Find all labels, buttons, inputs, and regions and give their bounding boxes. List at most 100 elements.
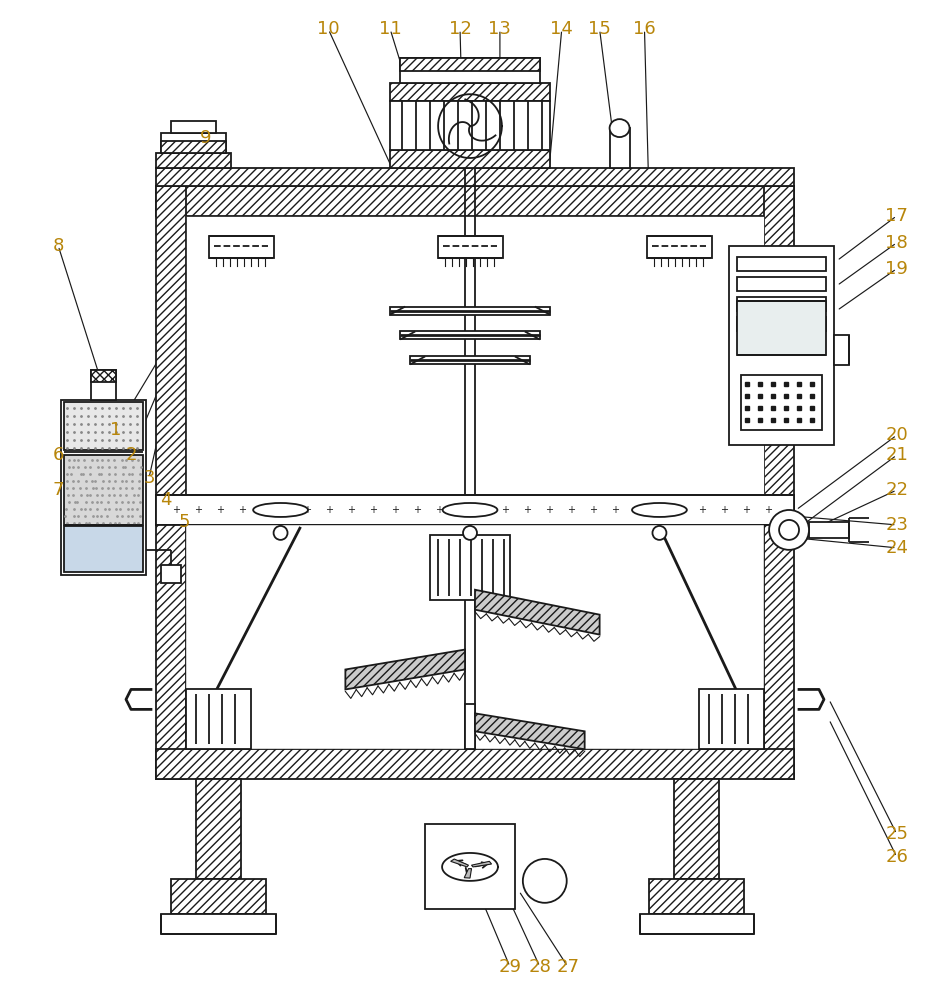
Bar: [649, 879, 744, 914]
Bar: [390, 150, 550, 168]
Bar: [609, 128, 629, 168]
Text: 16: 16: [633, 20, 656, 38]
Bar: [400, 331, 540, 339]
Text: +: +: [171, 505, 180, 515]
Bar: [156, 168, 794, 186]
Text: +: +: [369, 505, 378, 515]
Bar: [647, 236, 712, 258]
Text: +: +: [632, 505, 641, 515]
Bar: [186, 689, 251, 749]
Text: +: +: [501, 505, 509, 515]
Text: 28: 28: [528, 958, 551, 976]
Bar: [764, 186, 794, 525]
Polygon shape: [475, 713, 585, 749]
Bar: [729, 246, 834, 445]
Ellipse shape: [253, 503, 308, 517]
Text: 19: 19: [885, 260, 908, 278]
Bar: [161, 141, 226, 153]
Text: 5: 5: [178, 513, 189, 531]
Text: 24: 24: [885, 539, 908, 557]
Bar: [764, 525, 794, 779]
Bar: [61, 400, 146, 575]
Bar: [161, 565, 181, 583]
Text: 23: 23: [885, 516, 908, 534]
Text: 6: 6: [53, 446, 64, 464]
Ellipse shape: [632, 503, 687, 517]
Text: 21: 21: [885, 446, 908, 464]
Bar: [161, 914, 276, 934]
Text: +: +: [414, 505, 421, 515]
Circle shape: [653, 526, 666, 540]
Text: +: +: [303, 505, 312, 515]
Text: +: +: [655, 505, 662, 515]
Text: +: +: [589, 505, 596, 515]
Text: +: +: [260, 505, 268, 515]
Bar: [400, 58, 540, 71]
Bar: [465, 704, 475, 749]
Text: +: +: [764, 505, 772, 515]
Text: +: +: [216, 505, 224, 515]
Text: 14: 14: [550, 20, 573, 38]
Bar: [741, 375, 822, 430]
Text: +: +: [698, 505, 706, 515]
Bar: [64, 526, 143, 572]
Bar: [809, 522, 849, 538]
Bar: [834, 335, 849, 365]
Text: +: +: [544, 505, 553, 515]
Text: 29: 29: [498, 958, 521, 976]
Bar: [156, 495, 794, 525]
Text: 26: 26: [885, 848, 908, 866]
Bar: [640, 914, 755, 934]
Text: 3: 3: [143, 469, 154, 487]
Bar: [171, 121, 216, 133]
Text: +: +: [237, 505, 246, 515]
Text: +: +: [282, 505, 289, 515]
Circle shape: [769, 510, 809, 550]
Text: 10: 10: [317, 20, 340, 38]
Ellipse shape: [609, 119, 629, 137]
Text: 7: 7: [53, 481, 64, 499]
Bar: [390, 307, 550, 315]
Bar: [674, 779, 720, 879]
Circle shape: [463, 526, 477, 540]
Bar: [438, 236, 503, 258]
Text: 1: 1: [110, 421, 122, 439]
Bar: [738, 317, 826, 331]
Text: 15: 15: [588, 20, 611, 38]
Text: 17: 17: [885, 207, 908, 225]
Bar: [156, 186, 794, 216]
Bar: [390, 83, 550, 101]
Text: +: +: [567, 505, 575, 515]
Bar: [186, 525, 764, 749]
Text: 22: 22: [885, 481, 908, 499]
Text: 4: 4: [160, 491, 171, 509]
Bar: [738, 277, 826, 291]
Bar: [196, 779, 241, 879]
Text: 11: 11: [379, 20, 401, 38]
Circle shape: [779, 520, 799, 540]
Bar: [410, 356, 529, 364]
Text: +: +: [676, 505, 685, 515]
Text: +: +: [348, 505, 355, 515]
Bar: [738, 257, 826, 271]
Bar: [171, 879, 266, 914]
Circle shape: [523, 859, 567, 903]
Text: 2: 2: [125, 446, 137, 464]
Polygon shape: [464, 869, 472, 878]
Text: 25: 25: [885, 825, 908, 843]
Text: +: +: [523, 505, 531, 515]
Text: +: +: [435, 505, 443, 515]
Polygon shape: [475, 590, 600, 635]
Text: 13: 13: [489, 20, 512, 38]
Bar: [91, 370, 116, 400]
Bar: [209, 236, 273, 258]
Circle shape: [273, 526, 287, 540]
Text: +: +: [391, 505, 399, 515]
Bar: [390, 101, 550, 150]
Bar: [400, 58, 540, 83]
Polygon shape: [346, 650, 465, 689]
Text: +: +: [610, 505, 619, 515]
Bar: [156, 153, 231, 168]
Text: 20: 20: [885, 426, 908, 444]
Polygon shape: [450, 859, 468, 867]
